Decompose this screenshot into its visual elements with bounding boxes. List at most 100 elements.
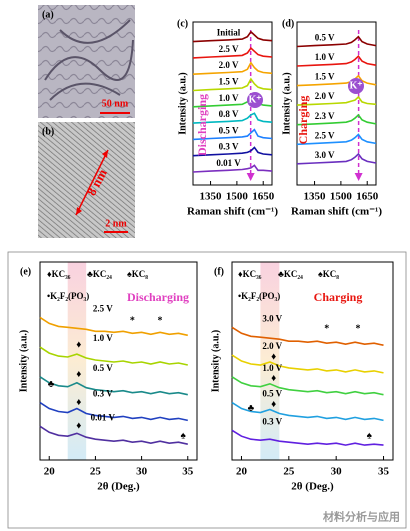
legend-entry: •K₂F₂(PO₃) <box>238 291 280 301</box>
y-axis-label: Intensity (a.u.) <box>281 72 292 135</box>
panel-label: (b) <box>42 126 54 137</box>
curve-label: 2.3 V <box>315 111 335 121</box>
x-tick-label: 25 <box>90 466 102 478</box>
peak-marker: ♣ <box>48 379 55 390</box>
peak-marker: * <box>158 316 163 327</box>
curve-label: 1.5 V <box>219 77 239 87</box>
curve-label: 0.3 V <box>93 389 113 399</box>
y-axis-label: Intensity (a.u.) <box>18 330 29 393</box>
legend-entry: ♣KC₂₄ <box>278 269 303 279</box>
badge-circle <box>348 78 364 94</box>
curve-label: 0.5 V <box>219 125 239 135</box>
annotation: Charging <box>314 290 363 304</box>
curve-label: 0.01 V <box>216 158 241 168</box>
legend-entry: •K₂F₂(PO₃) <box>47 291 89 301</box>
curve-label: 1.0 V <box>315 52 335 62</box>
tem-texture <box>44 19 134 101</box>
curve-label: 0.5 V <box>315 33 335 43</box>
annotation: Discharging <box>127 290 189 304</box>
hrtem-image <box>38 122 135 238</box>
annotation: Charging <box>296 96 310 145</box>
x-tick-label: 1350 <box>304 191 327 203</box>
x-axis-label: Raman shift (cm⁻¹) <box>187 206 278 218</box>
curve <box>296 35 377 48</box>
plot-frame <box>192 21 273 186</box>
legend-entry: ♠KC₈ <box>127 269 148 279</box>
curve <box>39 425 188 445</box>
curve-label: 3.0 V <box>262 313 282 323</box>
peak-marker: * <box>324 324 329 335</box>
x-tick-label: 30 <box>136 466 148 478</box>
curve <box>192 30 273 43</box>
panel-border <box>7 251 407 529</box>
curve <box>192 146 273 157</box>
curve-label: 2.5 V <box>93 304 113 314</box>
curve <box>39 316 188 337</box>
scale-bar-label: 50 nm <box>102 98 129 109</box>
peak-marker: ♠ <box>180 431 186 442</box>
panel-label: (c) <box>177 18 188 29</box>
x-tick-label: 1650 <box>356 191 379 203</box>
peak-marker: ♦ <box>271 351 276 362</box>
annotation: Discharging <box>195 94 209 156</box>
legend-entry: ♠KC₈ <box>318 269 339 279</box>
curve-label: 2.5 V <box>219 44 239 54</box>
curve <box>296 113 377 126</box>
curve-label: 0.01 V <box>91 412 116 422</box>
peak-marker: ♦ <box>76 339 81 350</box>
curve <box>296 152 377 165</box>
curve-label: 1.5 V <box>315 72 335 82</box>
x-tick-label: 1650 <box>252 191 275 203</box>
peak-marker: ♦ <box>76 369 81 380</box>
curve-label: 0.3 V <box>262 416 282 426</box>
peak-marker: * <box>355 324 360 335</box>
x-axis-label: Raman shift (cm⁻¹) <box>291 206 382 218</box>
curve <box>39 346 188 366</box>
curve <box>192 128 273 141</box>
plot-frame <box>39 261 198 461</box>
x-tick-label: 25 <box>283 466 295 478</box>
x-tick-label: 1500 <box>226 191 249 203</box>
curve-label: Initial <box>217 28 241 38</box>
curve <box>231 401 384 422</box>
curve-label: 1.0 V <box>262 363 282 373</box>
x-tick-label: 35 <box>182 466 194 478</box>
curve-label: 0.3 V <box>219 142 239 152</box>
curve <box>192 164 273 173</box>
tem-image <box>38 5 135 118</box>
peak-marker: ♦ <box>271 399 276 410</box>
x-axis-label: 2θ (Deg.) <box>97 481 140 493</box>
x-tick-label: 1500 <box>330 191 353 203</box>
badge-label: K⁺ <box>349 80 362 91</box>
panel-label: (a) <box>42 9 54 20</box>
curve-label: 0.8 V <box>219 109 239 119</box>
arrow <box>354 173 363 181</box>
curve <box>39 376 188 396</box>
curve <box>296 95 377 106</box>
peak-marker: ♠ <box>367 431 373 442</box>
curve <box>231 326 384 346</box>
curve <box>231 354 384 374</box>
peak-marker: ♦ <box>76 397 81 408</box>
peak-marker: ♣ <box>248 403 255 414</box>
curve-label: 0.5 V <box>93 363 113 373</box>
curve <box>296 54 377 67</box>
curve <box>192 46 273 59</box>
x-tick-label: 20 <box>236 466 248 478</box>
curve-label: 1.0 V <box>219 93 239 103</box>
curve <box>192 61 273 75</box>
badge-circle <box>247 92 263 108</box>
curve-label: 2.0 V <box>315 91 335 101</box>
legend-entry: ♣KC₂₄ <box>87 269 112 279</box>
curve-label: 0.5 V <box>262 389 282 399</box>
x-tick-label: 1350 <box>200 191 223 203</box>
scale-bar-label: 2 nm <box>105 218 127 229</box>
curve-label: 2.5 V <box>315 130 335 140</box>
curve <box>192 77 273 92</box>
peak-marker: ♦ <box>76 421 81 432</box>
y-axis-label: Intensity (a.u.) <box>210 330 221 393</box>
arrow <box>246 173 255 181</box>
peak-marker: * <box>130 316 135 327</box>
legend-entry: ♦KC₃₆ <box>238 269 262 279</box>
